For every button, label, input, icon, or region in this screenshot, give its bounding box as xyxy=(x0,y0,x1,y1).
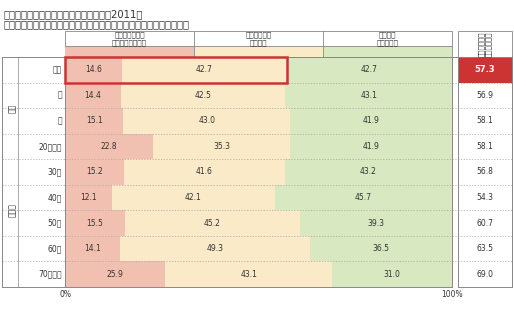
Bar xyxy=(290,134,452,159)
Text: 58.1: 58.1 xyxy=(476,116,493,125)
Bar xyxy=(458,210,512,236)
Text: 56.8: 56.8 xyxy=(476,167,493,176)
Bar xyxy=(65,159,124,185)
Text: 43.0: 43.0 xyxy=(198,116,215,125)
Text: 45.7: 45.7 xyxy=(355,193,372,202)
Text: 女: 女 xyxy=(58,116,62,125)
Bar xyxy=(65,261,165,287)
Bar xyxy=(194,46,323,57)
Text: 58.1: 58.1 xyxy=(476,142,493,151)
Text: 100%: 100% xyxy=(441,290,463,299)
Text: 12.1: 12.1 xyxy=(80,193,97,202)
Text: 50代: 50代 xyxy=(48,218,62,228)
Text: 69.0: 69.0 xyxy=(476,270,493,279)
Text: 70代以上: 70代以上 xyxy=(39,270,62,279)
Text: 40代: 40代 xyxy=(48,193,62,202)
Bar xyxy=(65,57,121,83)
Bar xyxy=(65,83,121,108)
Text: 42.7: 42.7 xyxy=(361,65,378,74)
Bar xyxy=(65,134,153,159)
Text: 25.9: 25.9 xyxy=(107,270,123,279)
Text: 15.1: 15.1 xyxy=(86,116,103,125)
Text: 震災前と
変わらない: 震災前と 変わらない xyxy=(377,32,398,46)
Bar xyxy=(458,159,512,185)
Text: 36.5: 36.5 xyxy=(373,244,390,253)
Text: 42.7: 42.7 xyxy=(196,65,213,74)
Text: 「マンション住民同士のコミュニティへの参加」に対する意識の変化: 「マンション住民同士のコミュニティへの参加」に対する意識の変化 xyxy=(3,19,189,29)
Text: 43.1: 43.1 xyxy=(360,91,377,100)
Bar xyxy=(121,83,285,108)
Bar xyxy=(458,134,512,159)
Text: 男: 男 xyxy=(58,91,62,100)
Bar xyxy=(458,57,512,83)
Bar xyxy=(323,46,452,57)
Text: 45.2: 45.2 xyxy=(204,218,221,228)
Bar xyxy=(124,159,285,185)
Text: 意識するよう
になった: 意識するよう になった xyxy=(245,32,271,46)
Text: 63.5: 63.5 xyxy=(476,244,493,253)
Bar xyxy=(123,108,290,134)
Text: 42.5: 42.5 xyxy=(194,91,211,100)
Text: 全体: 全体 xyxy=(53,65,62,74)
Bar xyxy=(458,31,512,57)
Text: 意識するよう
になった・計: 意識するよう になった・計 xyxy=(478,31,492,57)
Bar xyxy=(310,236,452,261)
Bar xyxy=(65,108,123,134)
Text: 42.1: 42.1 xyxy=(185,193,201,202)
Bar xyxy=(275,185,452,210)
Text: 30代: 30代 xyxy=(48,167,62,176)
Text: 41.9: 41.9 xyxy=(362,142,379,151)
Bar xyxy=(458,236,512,261)
Text: 39.3: 39.3 xyxy=(368,218,384,228)
Text: 非常に強く意識
するようになった: 非常に強く意識 するようになった xyxy=(112,32,147,46)
Bar xyxy=(121,57,287,83)
Bar xyxy=(458,108,512,134)
Bar xyxy=(285,159,452,185)
Bar xyxy=(300,210,452,236)
Bar xyxy=(65,31,452,57)
Bar xyxy=(120,236,310,261)
Text: 0%: 0% xyxy=(59,290,71,299)
Bar xyxy=(165,261,332,287)
Text: 43.2: 43.2 xyxy=(360,167,377,176)
Text: 14.1: 14.1 xyxy=(84,244,101,253)
Text: 14.4: 14.4 xyxy=(84,91,101,100)
Text: 56.9: 56.9 xyxy=(476,91,493,100)
Bar xyxy=(458,83,512,108)
Bar xyxy=(65,57,287,83)
Text: 57.3: 57.3 xyxy=(475,65,495,74)
Text: 41.6: 41.6 xyxy=(196,167,213,176)
Bar xyxy=(65,210,125,236)
Text: 35.3: 35.3 xyxy=(213,142,230,151)
Text: 性別: 性別 xyxy=(8,104,17,113)
Text: 14.6: 14.6 xyxy=(85,65,102,74)
Text: 31.0: 31.0 xyxy=(383,270,400,279)
Text: 49.3: 49.3 xyxy=(207,244,224,253)
Bar xyxy=(290,108,452,134)
Text: 15.5: 15.5 xyxy=(86,218,103,228)
Text: 60代: 60代 xyxy=(48,244,62,253)
Text: 54.3: 54.3 xyxy=(476,193,493,202)
Text: 43.1: 43.1 xyxy=(240,270,257,279)
Bar xyxy=(332,261,452,287)
Bar xyxy=(287,57,452,83)
Bar xyxy=(65,185,112,210)
Bar xyxy=(65,46,194,57)
Bar xyxy=(112,185,275,210)
Bar xyxy=(65,236,120,261)
Bar xyxy=(458,261,512,287)
Bar xyxy=(458,185,512,210)
Text: 新築マンション購入に際しての意識調査2011年: 新築マンション購入に際しての意識調査2011年 xyxy=(3,9,142,19)
Bar xyxy=(125,210,300,236)
Text: 年代別: 年代別 xyxy=(8,203,17,217)
Text: 15.2: 15.2 xyxy=(86,167,103,176)
Text: 41.9: 41.9 xyxy=(362,116,379,125)
Text: 60.7: 60.7 xyxy=(476,218,493,228)
Bar xyxy=(153,134,290,159)
Text: 22.8: 22.8 xyxy=(101,142,117,151)
Text: 20代以下: 20代以下 xyxy=(39,142,62,151)
Bar xyxy=(285,83,452,108)
